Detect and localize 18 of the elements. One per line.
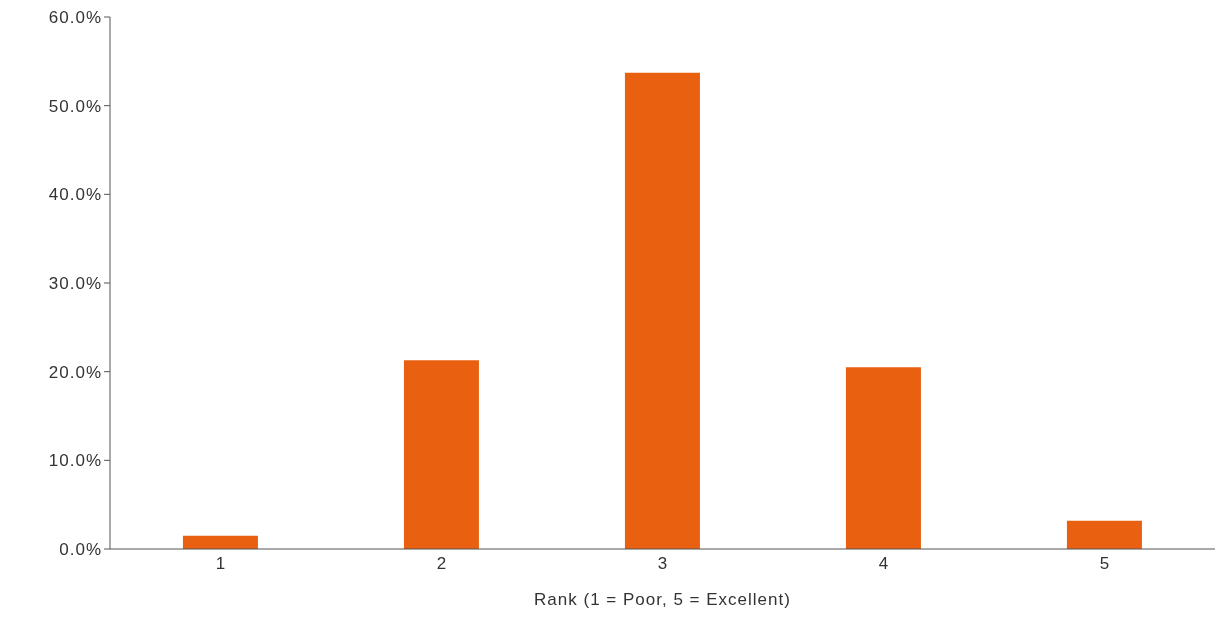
x-tick-label: 5	[1099, 554, 1110, 574]
y-tick-label: 60.0%	[48, 8, 102, 28]
bar	[845, 367, 921, 549]
x-axis-title: Rank (1 = Poor, 5 = Excellent)	[534, 590, 791, 609]
y-tick-label: 50.0%	[48, 96, 102, 116]
y-tick-label: 30.0%	[48, 274, 102, 294]
bar	[403, 360, 479, 549]
y-tick-label: 40.0%	[48, 185, 102, 205]
y-tick-label: 20.0%	[48, 362, 102, 382]
y-tick-label: 0.0%	[59, 540, 102, 560]
bar	[1066, 520, 1142, 549]
x-tick-label: 2	[436, 554, 447, 574]
x-tick-label: 3	[657, 554, 668, 574]
bar	[182, 535, 258, 549]
bar	[624, 72, 700, 549]
x-tick-label: 4	[878, 554, 889, 574]
x-tick-label: 1	[215, 554, 226, 574]
y-tick-label: 10.0%	[48, 451, 102, 471]
